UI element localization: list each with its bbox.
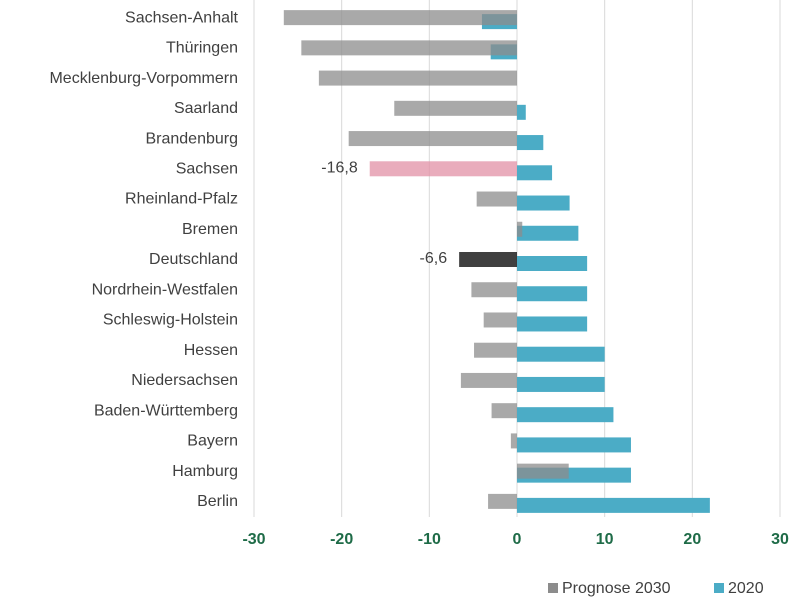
bar-2020 bbox=[517, 407, 614, 423]
data-label: -16,8 bbox=[321, 160, 358, 177]
bar-2020 bbox=[517, 497, 710, 513]
category-label: Nordrhein-Westfalen bbox=[92, 281, 238, 298]
x-tick-label: -20 bbox=[330, 531, 353, 548]
bar-2020 bbox=[517, 225, 579, 241]
bar-prognose bbox=[476, 191, 517, 207]
bar-prognose bbox=[517, 463, 569, 479]
bar-prognose bbox=[460, 372, 517, 388]
bar-2020 bbox=[517, 165, 553, 181]
category-label: Sachsen bbox=[176, 161, 238, 178]
category-label: Berlin bbox=[197, 493, 238, 510]
x-tick-label: -10 bbox=[418, 531, 441, 548]
bar-prognose bbox=[471, 282, 517, 298]
category-label: Rheinland-Pfalz bbox=[125, 191, 238, 208]
bar-2020 bbox=[517, 286, 588, 302]
bar-prognose bbox=[348, 131, 517, 147]
data-label: -6,6 bbox=[420, 250, 448, 267]
category-label: Bayern bbox=[187, 433, 238, 450]
bar-2020 bbox=[517, 195, 570, 211]
category-label: Baden-Württemberg bbox=[94, 402, 238, 419]
bar-prognose bbox=[491, 403, 517, 419]
bar-2020 bbox=[517, 256, 588, 271]
bar-prognose bbox=[301, 40, 517, 56]
bar-prognose bbox=[474, 342, 517, 358]
category-label: Hessen bbox=[184, 342, 238, 359]
bar-prognose bbox=[318, 70, 517, 86]
x-tick-label: 0 bbox=[513, 531, 522, 548]
category-label: Niedersachsen bbox=[131, 372, 238, 389]
x-tick-label: 20 bbox=[683, 531, 701, 548]
x-tick-label: 30 bbox=[771, 531, 789, 548]
bar-prognose bbox=[459, 252, 517, 267]
category-label: Thüringen bbox=[166, 40, 238, 57]
category-label: Saarland bbox=[174, 100, 238, 117]
bar-2020 bbox=[517, 316, 588, 332]
bar-prognose bbox=[483, 312, 517, 328]
category-label: Sachsen-Anhalt bbox=[125, 9, 239, 26]
bar-prognose bbox=[510, 433, 517, 449]
category-label: Bremen bbox=[182, 221, 238, 238]
category-label: Mecklenburg-Vorpommern bbox=[49, 70, 238, 87]
bar-2020 bbox=[517, 135, 544, 151]
x-tick-label: 10 bbox=[596, 531, 614, 548]
bar-prognose bbox=[369, 161, 517, 177]
category-label: Hamburg bbox=[172, 463, 238, 480]
bar-2020 bbox=[517, 376, 605, 392]
x-tick-label: -30 bbox=[242, 531, 265, 548]
bar-2020 bbox=[517, 346, 605, 362]
bar-prognose bbox=[488, 493, 517, 509]
legend-swatch bbox=[548, 583, 558, 593]
category-label: Deutschland bbox=[149, 251, 238, 268]
bar-prognose bbox=[394, 100, 517, 116]
bar-prognose bbox=[517, 221, 523, 237]
legend-label: 2020 bbox=[728, 580, 764, 597]
category-label: Brandenburg bbox=[145, 130, 238, 147]
bar-prognose bbox=[283, 10, 517, 26]
legend-swatch bbox=[714, 583, 724, 593]
category-label: Schleswig-Holstein bbox=[103, 312, 238, 329]
bar-2020 bbox=[517, 437, 631, 453]
bar-2020 bbox=[517, 104, 526, 120]
legend-label: Prognose 2030 bbox=[562, 580, 671, 597]
